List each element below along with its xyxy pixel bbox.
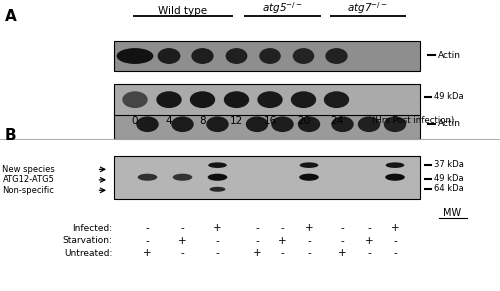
Text: B: B <box>5 128 16 143</box>
Text: 0: 0 <box>132 116 138 126</box>
Text: (Hrs Post infection): (Hrs Post infection) <box>372 116 455 125</box>
Ellipse shape <box>224 91 249 108</box>
Text: 20: 20 <box>297 116 310 126</box>
Ellipse shape <box>226 48 248 64</box>
Text: -: - <box>280 223 284 233</box>
Text: +: + <box>178 236 187 246</box>
Text: atg7$^{-/-}$: atg7$^{-/-}$ <box>347 0 388 16</box>
Text: Untreated:: Untreated: <box>64 249 112 258</box>
Text: +: + <box>213 223 222 233</box>
Ellipse shape <box>208 162 227 168</box>
Text: 4: 4 <box>166 116 172 126</box>
Text: Infected:: Infected: <box>72 224 112 233</box>
Text: MW: MW <box>444 208 462 218</box>
Ellipse shape <box>332 116 353 132</box>
Text: 8: 8 <box>199 116 206 126</box>
Text: A: A <box>5 9 17 24</box>
Text: -: - <box>393 236 397 246</box>
Text: -: - <box>307 248 311 258</box>
Ellipse shape <box>385 174 405 181</box>
Text: -: - <box>255 223 259 233</box>
Ellipse shape <box>258 91 282 108</box>
Text: -: - <box>340 223 344 233</box>
Text: -: - <box>307 236 311 246</box>
Text: -: - <box>367 248 371 258</box>
Ellipse shape <box>384 116 406 132</box>
Text: -: - <box>180 223 184 233</box>
Text: -: - <box>255 236 259 246</box>
Text: +: + <box>252 248 262 258</box>
Text: -: - <box>216 248 220 258</box>
Ellipse shape <box>246 116 268 132</box>
Text: ATG12-ATG5: ATG12-ATG5 <box>2 175 54 184</box>
Text: -: - <box>180 248 184 258</box>
Text: +: + <box>390 223 400 233</box>
Ellipse shape <box>122 91 148 108</box>
Text: Wild type: Wild type <box>158 6 207 16</box>
Ellipse shape <box>272 116 293 132</box>
Text: -: - <box>280 248 284 258</box>
Text: 37 kDa: 37 kDa <box>434 161 464 169</box>
Ellipse shape <box>192 48 214 64</box>
Ellipse shape <box>190 91 215 108</box>
Ellipse shape <box>208 174 228 181</box>
Text: atg5$^{-/-}$: atg5$^{-/-}$ <box>262 0 303 16</box>
Text: 49 kDa: 49 kDa <box>434 93 464 101</box>
Ellipse shape <box>172 116 194 132</box>
Ellipse shape <box>298 116 320 132</box>
Ellipse shape <box>210 187 226 192</box>
Text: Starvation:: Starvation: <box>62 236 112 245</box>
Text: Non-specific: Non-specific <box>2 186 54 195</box>
Text: Actin: Actin <box>438 119 460 128</box>
Text: +: + <box>304 223 314 233</box>
Text: 16: 16 <box>264 116 276 126</box>
Bar <box>114 110 420 139</box>
Text: New species: New species <box>2 165 55 174</box>
Text: 12: 12 <box>230 116 243 126</box>
Ellipse shape <box>326 48 347 64</box>
Ellipse shape <box>156 91 182 108</box>
Text: -: - <box>146 223 150 233</box>
Ellipse shape <box>206 116 229 132</box>
Ellipse shape <box>116 48 154 64</box>
Text: +: + <box>143 248 152 258</box>
Text: +: + <box>338 248 347 258</box>
Text: -: - <box>393 248 397 258</box>
Ellipse shape <box>358 116 380 132</box>
Ellipse shape <box>291 91 316 108</box>
Ellipse shape <box>324 91 349 108</box>
Ellipse shape <box>138 174 158 181</box>
Text: -: - <box>367 223 371 233</box>
Bar <box>114 156 420 199</box>
Ellipse shape <box>172 174 193 181</box>
Bar <box>114 41 420 71</box>
Text: 64 kDa: 64 kDa <box>434 184 464 193</box>
Ellipse shape <box>292 48 314 64</box>
Ellipse shape <box>299 174 319 181</box>
Text: -: - <box>146 236 150 246</box>
Bar <box>114 84 420 115</box>
Ellipse shape <box>300 162 318 168</box>
Text: +: + <box>364 236 374 246</box>
Ellipse shape <box>386 162 404 168</box>
Text: -: - <box>216 236 220 246</box>
Text: 49 kDa: 49 kDa <box>434 175 464 183</box>
Text: +: + <box>278 236 287 246</box>
Text: Actin: Actin <box>438 51 460 60</box>
Ellipse shape <box>259 48 281 64</box>
Ellipse shape <box>136 116 158 132</box>
Ellipse shape <box>158 48 180 64</box>
Text: -: - <box>340 236 344 246</box>
Text: 24: 24 <box>330 116 343 126</box>
